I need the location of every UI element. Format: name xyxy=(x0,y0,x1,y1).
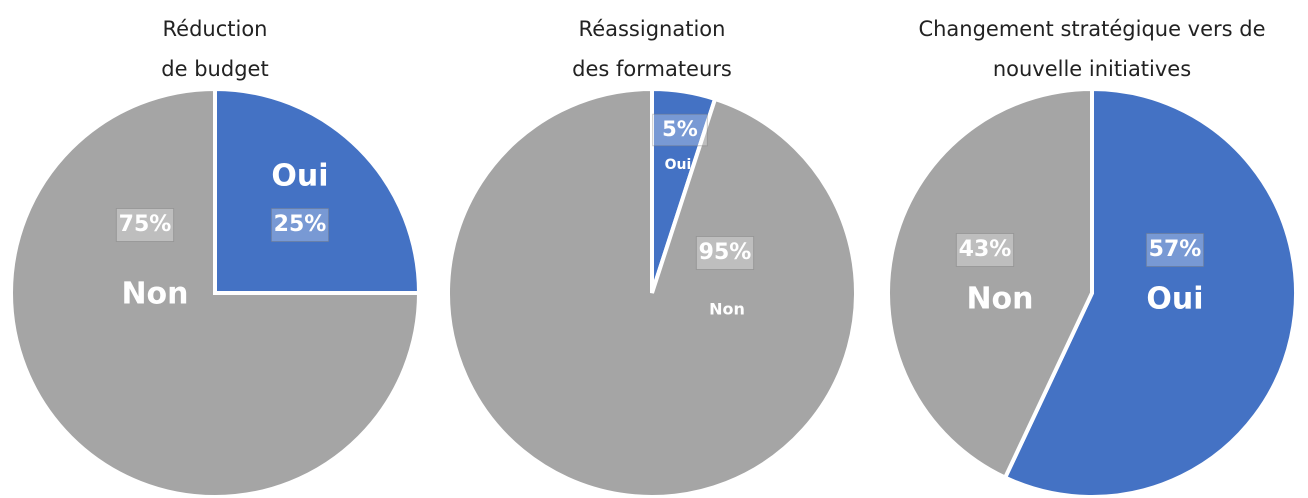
value-label: 5% xyxy=(662,117,698,141)
category-label: Non xyxy=(709,300,745,319)
category-label: Oui xyxy=(271,159,328,194)
chart-title: de budget xyxy=(161,57,268,81)
category-label: Oui xyxy=(665,157,692,173)
category-label: Non xyxy=(966,282,1033,317)
label-box xyxy=(955,233,1015,267)
category-label: Non xyxy=(121,277,188,312)
label-box xyxy=(695,236,755,270)
label-box xyxy=(270,208,330,242)
pie-slice xyxy=(446,86,858,498)
label-box xyxy=(115,208,175,242)
category-label: Oui xyxy=(1146,282,1203,317)
pie-slice xyxy=(213,86,422,295)
chart-title: Changement stratégique vers de xyxy=(918,17,1265,41)
label-box xyxy=(1145,233,1205,267)
chart-title: Réduction xyxy=(163,17,268,41)
value-label: 57% xyxy=(1149,237,1202,262)
value-label: 95% xyxy=(699,240,752,265)
chart-title: des formateurs xyxy=(572,57,732,81)
label-box xyxy=(652,113,708,147)
value-label: 75% xyxy=(119,212,172,237)
chart-title: Réassignation xyxy=(579,17,726,41)
value-label: 25% xyxy=(274,212,327,237)
value-label: 43% xyxy=(959,237,1012,262)
chart-title: nouvelle initiatives xyxy=(993,57,1191,81)
pie-slice xyxy=(886,86,1094,481)
pie-slice xyxy=(1002,86,1298,498)
pie-slice xyxy=(9,86,422,498)
